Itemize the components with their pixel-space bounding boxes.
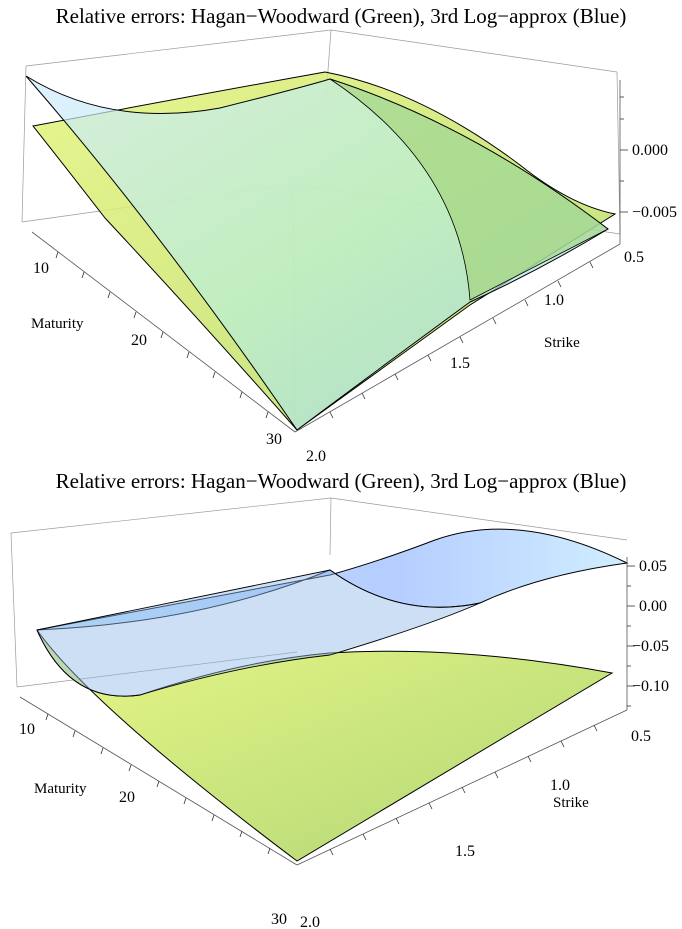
strike-tick-0.5: 0.5 xyxy=(624,249,644,266)
z-tick-minus-0.005: −0.005 xyxy=(632,204,677,221)
strike-tick-1.5: 1.5 xyxy=(450,355,470,372)
strike-tick-1.0: 1.0 xyxy=(550,777,570,794)
maturity-tick-30: 30 xyxy=(266,431,282,448)
z-tick-0.05: 0.05 xyxy=(639,558,667,575)
chart-title: Relative errors: Hagan−Woodward (Green),… xyxy=(55,4,627,28)
surface-plot-svg: 10 20 30 0.5 1.0 1.5 2.0 0.05 0.00 −0.05… xyxy=(10,497,669,929)
z-tick-0.00: 0.00 xyxy=(639,598,667,615)
maturity-tick-20: 20 xyxy=(119,789,135,806)
maturity-tick-10: 10 xyxy=(19,721,35,738)
strike-tick-2.0: 2.0 xyxy=(306,448,326,465)
strike-axis-ticks xyxy=(329,261,594,419)
x-axis-label: Maturity xyxy=(34,781,87,797)
z-tick-0.000: 0.000 xyxy=(632,142,668,159)
maturity-tick-20: 20 xyxy=(131,332,147,349)
strike-tick-1.0: 1.0 xyxy=(544,292,564,309)
strike-tick-2.0: 2.0 xyxy=(300,914,320,929)
log-approx-surface xyxy=(36,528,629,631)
maturity-tick-30: 30 xyxy=(271,911,287,928)
surface-plot-1: Relative errors: Hagan−Woodward (Green),… xyxy=(21,4,677,465)
front-axes xyxy=(31,80,621,433)
z-axis-ticks xyxy=(627,565,635,707)
strike-tick-1.5: 1.5 xyxy=(455,843,475,860)
bounding-box xyxy=(10,497,628,688)
z-tick-minus-0.10: −0.10 xyxy=(632,678,669,695)
maturity-axis-ticks xyxy=(55,251,269,419)
z-axis-ticks xyxy=(620,96,628,213)
surface-fold-region xyxy=(329,78,609,301)
surface-plot-2: Relative errors: Hagan−Woodward (Green),… xyxy=(0,465,682,929)
strike-tick-0.5: 0.5 xyxy=(631,728,651,745)
surface-plot-svg: 10 20 30 0.5 1.0 1.5 2.0 0.000 −0.005 Ma… xyxy=(21,29,677,465)
z-tick-minus-0.05: −0.05 xyxy=(632,638,669,655)
x-axis-label: Maturity xyxy=(31,316,84,332)
strike-axis-ticks xyxy=(329,724,598,856)
y-axis-label: Strike xyxy=(553,795,589,811)
maturity-tick-10: 10 xyxy=(33,260,49,277)
y-axis-label: Strike xyxy=(544,335,580,351)
chart-title: Relative errors: Hagan−Woodward (Green),… xyxy=(55,469,627,493)
maturity-axis-ticks xyxy=(45,713,271,855)
log-approx-lower-sheet xyxy=(36,569,481,697)
